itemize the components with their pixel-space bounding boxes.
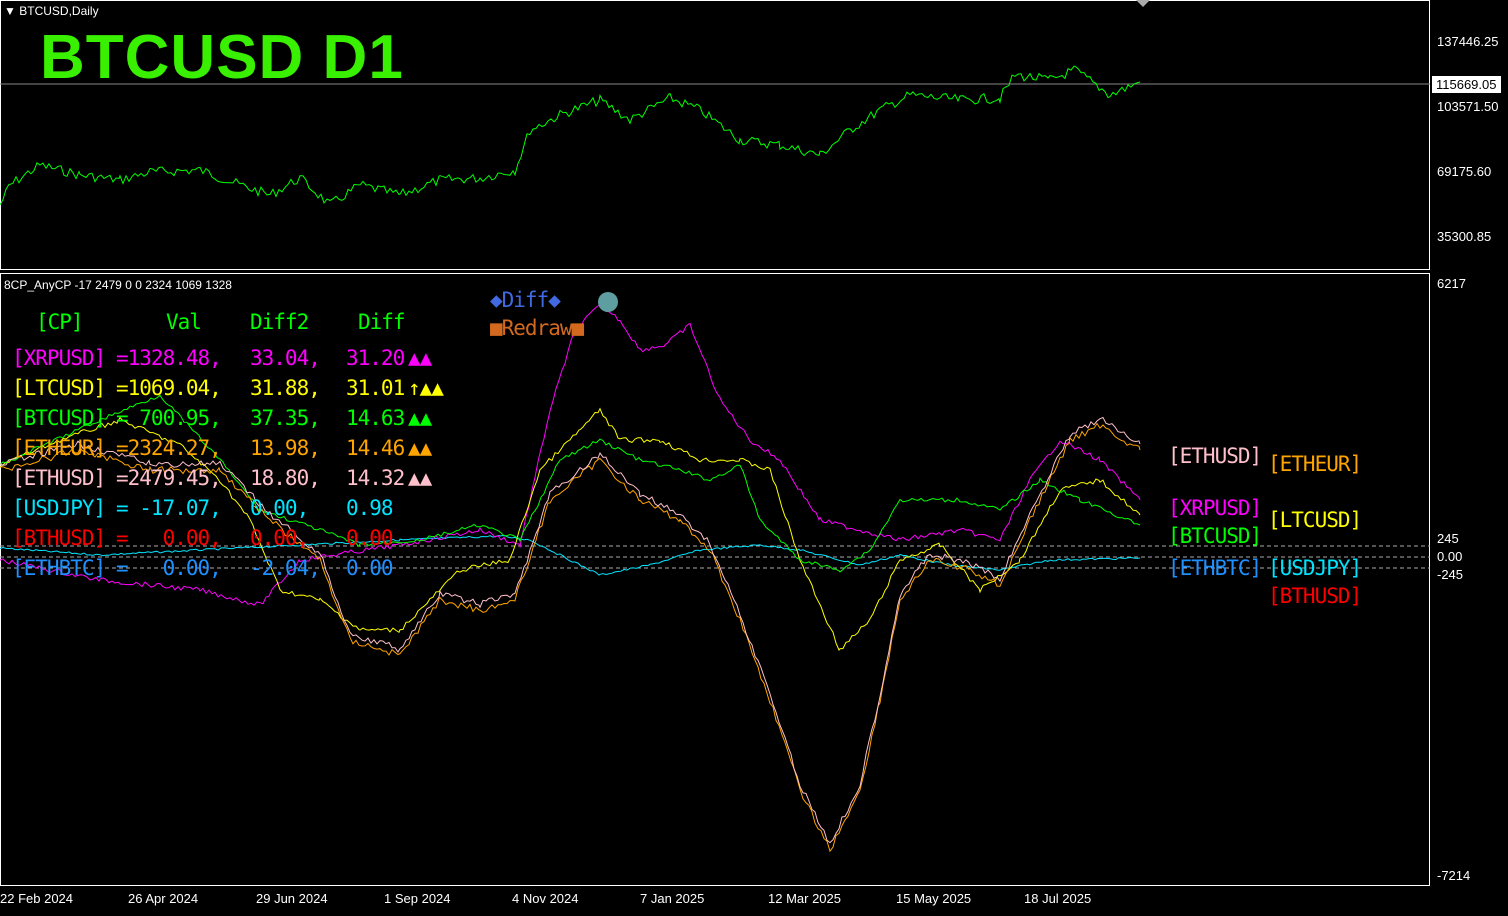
end-label-etheur: [ETHEUR] [1268,452,1362,476]
time-axis-label: 29 Jun 2024 [256,891,328,906]
indicator-axis-bottom: -7214 [1437,868,1471,883]
etheur-line [0,422,1141,853]
end-label-ltcusd: [LTCUSD] [1268,508,1362,532]
row-pair: [LTCUSD] [12,376,106,400]
row-marks: ↑▲▲ [408,376,444,400]
price-axis-label: 35300.85 [1437,229,1492,244]
price-axis-label: 137446.25 [1437,34,1499,49]
indicator-title: 8CP_AnyCP -17 2479 0 0 2324 1069 1328 [4,278,232,292]
row-val: =2479.45, [116,466,222,490]
time-axis-label: 7 Jan 2025 [640,891,705,906]
row-diff2: 18.80, [250,466,321,490]
usdjpy-line [0,534,1141,576]
row-pair: [BTCUSD] [12,406,106,430]
dropdown-triangle-icon[interactable]: ▼ [4,4,16,18]
diff-button[interactable]: ◆Diff◆ [490,288,561,312]
ltcusd-line [0,407,1141,651]
row-marks: ▲▲ [408,466,432,490]
row-diff: 0.00 [346,556,394,580]
indicator-axis-top: 6217 [1437,276,1466,291]
price-axis-label: 103571.50 [1437,99,1499,114]
header-diff: Diff [358,310,406,334]
redraw-button[interactable]: ■Redraw■ [490,316,584,340]
end-label-bthusd: [BTHUSD] [1268,584,1362,608]
row-pair: [ETHUSD] [12,466,106,490]
row-diff2: 0.00, [250,496,309,520]
time-axis-label: 12 Mar 2025 [768,891,841,906]
row-val: = 0.00, [116,556,222,580]
time-axis-label: 15 May 2025 [896,891,972,906]
time-axis-label: 4 Nov 2024 [512,891,579,906]
indicator-pane[interactable] [0,273,1430,886]
row-diff: 14.63 [346,406,405,430]
row-diff2: -2.04, [250,556,321,580]
chart-shift-marker-icon[interactable] [1136,0,1150,7]
row-pair: [BTHUSD] [12,526,106,550]
row-pair: [ETHEUR] [12,436,106,460]
indicator-axis-lower: -245 [1437,567,1464,582]
indicator-axis-zero: 0.00 [1437,549,1463,564]
circle-toggle-icon[interactable] [598,292,618,312]
main-chart-pane[interactable] [0,0,1430,270]
time-axis-label: 26 Apr 2024 [128,891,199,906]
row-diff: 31.01 [346,376,405,400]
ethusd-line [0,416,1141,844]
row-val: = 0.00, [116,526,222,550]
row-diff: 14.46 [346,436,405,460]
end-label-usdjpy: [USDJPY] [1268,556,1362,580]
btcusd-line [0,394,1141,573]
symbol-title-text: BTCUSD,Daily [19,4,99,18]
time-axis-label: 1 Sep 2024 [384,891,451,906]
big-title: BTCUSD D1 [40,23,404,92]
end-label-xrpusd: [XRPUSD] [1168,496,1262,520]
row-diff: 14.32 [346,466,405,490]
end-label-ethusd: [ETHUSD] [1168,444,1262,468]
row-val: = -17.07, [116,496,222,520]
price-axis-label: 69175.60 [1437,164,1492,179]
row-diff2: 0.00, [250,526,309,550]
row-diff2: 13.98, [250,436,321,460]
row-val: =1069.04, [116,376,222,400]
time-axis-label: 22 Feb 2024 [0,891,74,906]
xrpusd-line [0,301,1141,606]
row-diff: 0.98 [346,496,394,520]
row-diff2: 31.88, [250,376,321,400]
row-pair: [USDJPY] [12,496,106,520]
row-diff2: 33.04, [250,346,321,370]
symbol-title[interactable]: ▼ BTCUSD,Daily [4,4,99,18]
row-val: =2324.27, [116,436,222,460]
row-marks: ▲▲ [408,346,432,370]
row-pair: [ETHBTC] [12,556,106,580]
end-label-ethbtc: [ETHBTC] [1168,556,1262,580]
row-diff: 31.20 [346,346,405,370]
header-diff2: Diff2 [250,310,309,334]
current-price-tag: 115669.05 [1432,76,1501,93]
header-val: Val [166,310,202,334]
row-marks: ▲▲ [408,406,432,430]
row-diff2: 37.35, [250,406,321,430]
row-pair: [XRPUSD] [12,346,106,370]
btcusd-price-line [0,65,1141,206]
row-val: = 700.95, [116,406,222,430]
row-diff: 0.00 [346,526,394,550]
end-label-btcusd: [BTCUSD] [1168,524,1262,548]
header-cp: [CP] [36,310,84,334]
time-axis-label: 18 Jul 2025 [1024,891,1092,906]
indicator-axis-upper: 245 [1437,531,1459,546]
row-val: =1328.48, [116,346,222,370]
row-marks: ▲▲ [408,436,432,460]
